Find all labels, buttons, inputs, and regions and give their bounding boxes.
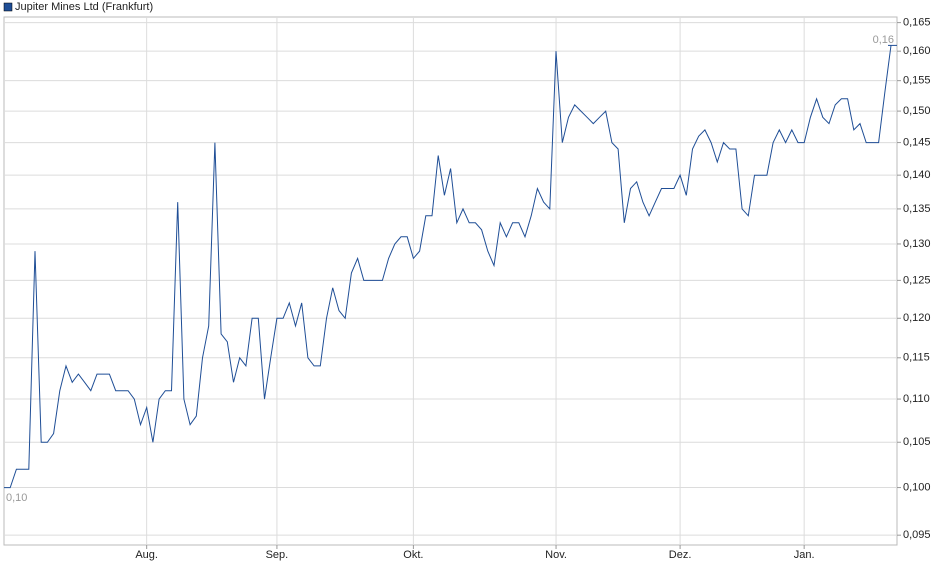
y-tick-label: 0,135 xyxy=(903,203,931,215)
y-tick-label: 0,105 xyxy=(903,436,931,448)
x-tick-label: Nov. xyxy=(545,549,567,561)
x-tick-label: Dez. xyxy=(669,549,692,561)
price-line xyxy=(4,45,892,489)
min-annotation: 0,10 xyxy=(6,492,27,504)
y-tick-label: 0,165 xyxy=(903,17,931,29)
plot-frame xyxy=(3,16,898,546)
y-tick-label: 0,130 xyxy=(903,238,931,250)
y-tick-label: 0,120 xyxy=(903,312,931,324)
legend-swatch xyxy=(3,2,13,12)
y-tick-label: 0,140 xyxy=(903,169,931,181)
y-tick-label: 0,125 xyxy=(903,274,931,286)
y-tick-label: 0,145 xyxy=(903,136,931,148)
y-tick-label: 0,095 xyxy=(903,529,931,541)
y-tick-label: 0,115 xyxy=(903,352,930,364)
y-tick-label: 0,155 xyxy=(903,75,931,87)
y-tick-label: 0,110 xyxy=(903,393,930,405)
legend-label: Jupiter Mines Ltd (Frankfurt) xyxy=(15,1,153,13)
x-tick-label: Jan. xyxy=(794,549,815,561)
max-annotation: 0,16 xyxy=(873,34,894,46)
x-tick-label: Aug. xyxy=(135,549,158,561)
x-tick-label: Sep. xyxy=(266,549,289,561)
y-tick-label: 0,160 xyxy=(903,45,931,57)
x-tick-label: Okt. xyxy=(403,549,423,561)
y-tick-label: 0,100 xyxy=(903,481,931,493)
y-tick-label: 0,150 xyxy=(903,105,931,117)
